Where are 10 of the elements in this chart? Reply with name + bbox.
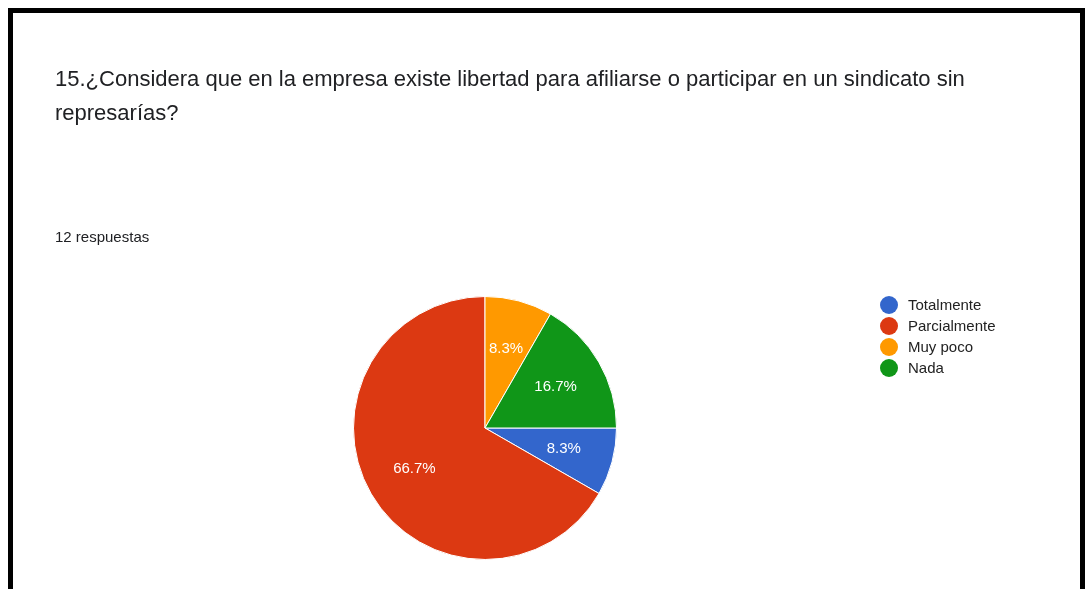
legend-label: Nada (908, 359, 944, 376)
text: 12 respuestas (55, 228, 150, 245)
data-label: 66.7% (393, 458, 436, 476)
data-label: 16.7% (534, 377, 577, 395)
data-label: 8.3% (488, 339, 524, 357)
chart-title: 15.¿Considera que en la empresa existe libertad para afiliarse o participar en un sindicato sin represarías? (55, 65, 966, 127)
legend-label: Parcialmente (908, 317, 996, 334)
legend-label: Muy poco (908, 338, 974, 355)
data-label: 8.3% (546, 439, 581, 457)
legend-label: Totalmente (908, 296, 982, 313)
